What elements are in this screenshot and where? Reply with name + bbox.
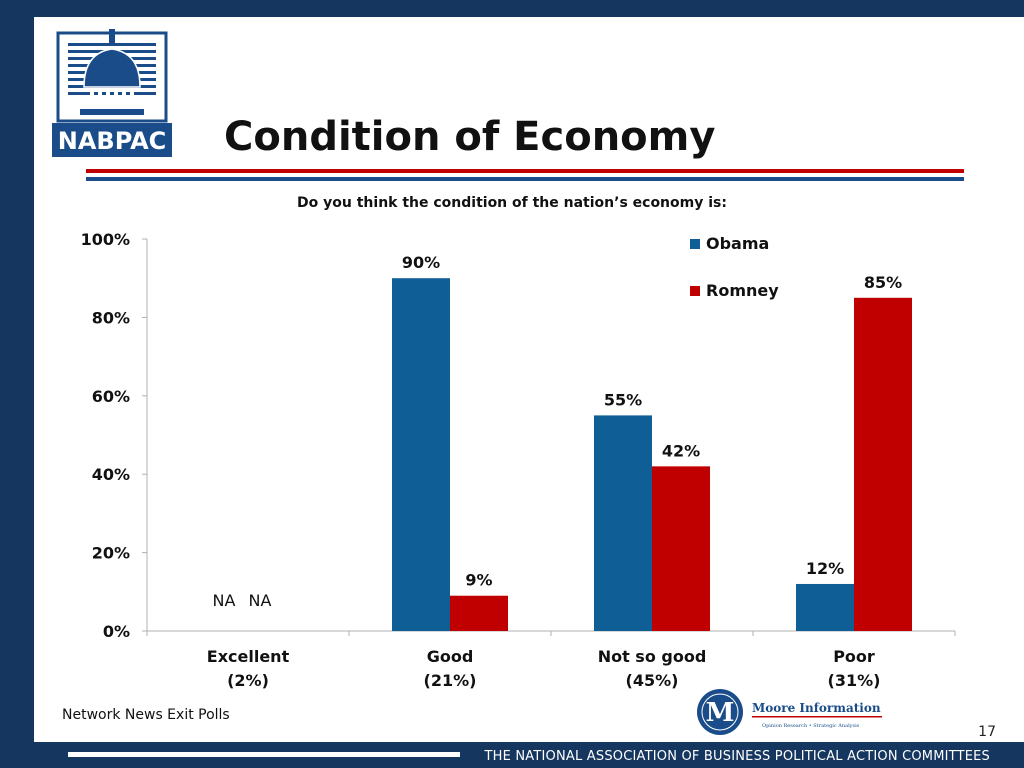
data-label-na: NA bbox=[249, 591, 272, 610]
x-category-label: Not so good bbox=[598, 647, 707, 666]
source-note: Network News Exit Polls bbox=[62, 707, 230, 723]
slide-title: Condition of Economy bbox=[224, 114, 716, 160]
moore-logo-initial: M bbox=[706, 698, 735, 728]
footer-organization: THE NATIONAL ASSOCIATION OF BUSINESS POL… bbox=[484, 749, 990, 764]
nabpac-logo-text: NABPAC bbox=[58, 127, 167, 155]
data-label: 9% bbox=[465, 571, 492, 590]
x-category-label: Good bbox=[427, 647, 474, 666]
chart-question: Do you think the condition of the nation… bbox=[297, 195, 727, 211]
y-tick-label: 80% bbox=[92, 308, 130, 327]
legend-swatch-obama bbox=[690, 239, 700, 249]
y-tick-label: 60% bbox=[92, 387, 130, 406]
moore-information-logo: M Moore Information Opinion Research • S… bbox=[697, 689, 882, 735]
x-category-sublabel: (31%) bbox=[828, 671, 881, 690]
y-tick-label: 0% bbox=[103, 622, 130, 641]
data-label-na: NA bbox=[213, 591, 236, 610]
footer-line bbox=[68, 752, 460, 757]
y-tick-label: 20% bbox=[92, 544, 130, 563]
moore-logo-tagline: Opinion Research • Strategic Analysis bbox=[762, 723, 860, 729]
legend-swatch-romney bbox=[690, 286, 700, 296]
bar-obama bbox=[796, 583, 854, 631]
x-category-label: Excellent bbox=[207, 647, 290, 666]
y-tick-label: 100% bbox=[81, 230, 130, 249]
title-rule-blue bbox=[86, 177, 964, 181]
page-number: 17 bbox=[978, 724, 996, 740]
nabpac-logo: NABPAC bbox=[52, 29, 172, 157]
x-category-sublabel: (45%) bbox=[626, 671, 679, 690]
legend-label-obama: Obama bbox=[706, 234, 769, 253]
bar-romney bbox=[652, 466, 710, 631]
legend-label-romney: Romney bbox=[706, 281, 779, 300]
bar-obama bbox=[392, 278, 450, 631]
bar-romney bbox=[450, 595, 508, 631]
x-category-sublabel: (21%) bbox=[424, 671, 477, 690]
title-rule-red bbox=[86, 169, 964, 173]
x-category-sublabel: (2%) bbox=[227, 671, 269, 690]
y-tick-label: 40% bbox=[92, 465, 130, 484]
data-label: 85% bbox=[864, 273, 902, 292]
moore-logo-name: Moore Information bbox=[752, 701, 881, 715]
data-label: 55% bbox=[604, 390, 642, 409]
data-label: 90% bbox=[402, 253, 440, 272]
x-category-label: Poor bbox=[833, 647, 875, 666]
bar-obama bbox=[594, 415, 652, 631]
bar-romney bbox=[854, 297, 912, 631]
data-label: 42% bbox=[662, 441, 700, 460]
data-label: 12% bbox=[806, 559, 844, 578]
